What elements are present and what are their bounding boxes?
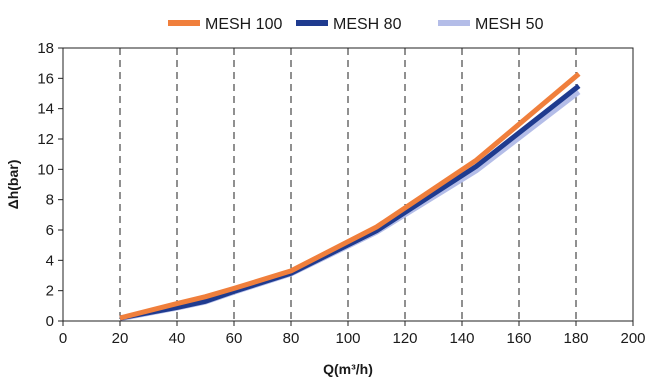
x-tick-label: 140 xyxy=(449,330,474,347)
x-tick-label: 200 xyxy=(620,330,645,347)
x-tick-label: 80 xyxy=(283,330,300,347)
y-tick-label: 4 xyxy=(46,252,54,269)
x-tick-label: 180 xyxy=(563,330,588,347)
legend: MESH 100 MESH 80 MESH 50 xyxy=(168,16,544,33)
legend-label-mesh-80: MESH 80 xyxy=(333,16,402,33)
legend-label-mesh-100: MESH 100 xyxy=(205,16,282,33)
series-line-mesh-100 xyxy=(119,71,581,321)
y-tick-label: 2 xyxy=(46,283,54,300)
legend-label-mesh-50: MESH 50 xyxy=(475,16,544,33)
grid xyxy=(119,48,577,321)
x-tick-label: 120 xyxy=(392,330,417,347)
x-tick-label: 160 xyxy=(506,330,531,347)
y-tick-label: 14 xyxy=(37,101,54,118)
y-tick-label: 10 xyxy=(37,161,54,178)
axes: 0 20 40 60 80 100 120 140 160 180 200 0 2 4 6 8 10 12 14 16… xyxy=(37,40,645,347)
x-tick-label: 20 xyxy=(112,330,129,347)
x-tick-label: 60 xyxy=(226,330,243,347)
legend-swatch-mesh-100 xyxy=(168,20,200,26)
x-axis-title: Q(m³/h) xyxy=(323,361,373,377)
series-layer xyxy=(119,71,581,322)
legend-swatch-mesh-50 xyxy=(438,20,470,26)
y-tick-label: 16 xyxy=(37,70,54,87)
series-line-mesh-50 xyxy=(119,90,581,322)
y-tick-label: 0 xyxy=(46,313,54,330)
x-tick-label: 40 xyxy=(169,330,186,347)
y-axis-title: Δh(bar) xyxy=(5,160,21,210)
series-line-mesh-80 xyxy=(119,83,581,321)
x-tick-label: 100 xyxy=(335,330,360,347)
y-tick-label: 8 xyxy=(46,192,54,209)
y-tick-label: 6 xyxy=(46,222,54,239)
x-tick-label: 0 xyxy=(59,330,67,347)
y-tick-label: 12 xyxy=(37,131,54,148)
legend-swatch-mesh-80 xyxy=(296,20,328,26)
y-tick-label: 18 xyxy=(37,40,54,57)
